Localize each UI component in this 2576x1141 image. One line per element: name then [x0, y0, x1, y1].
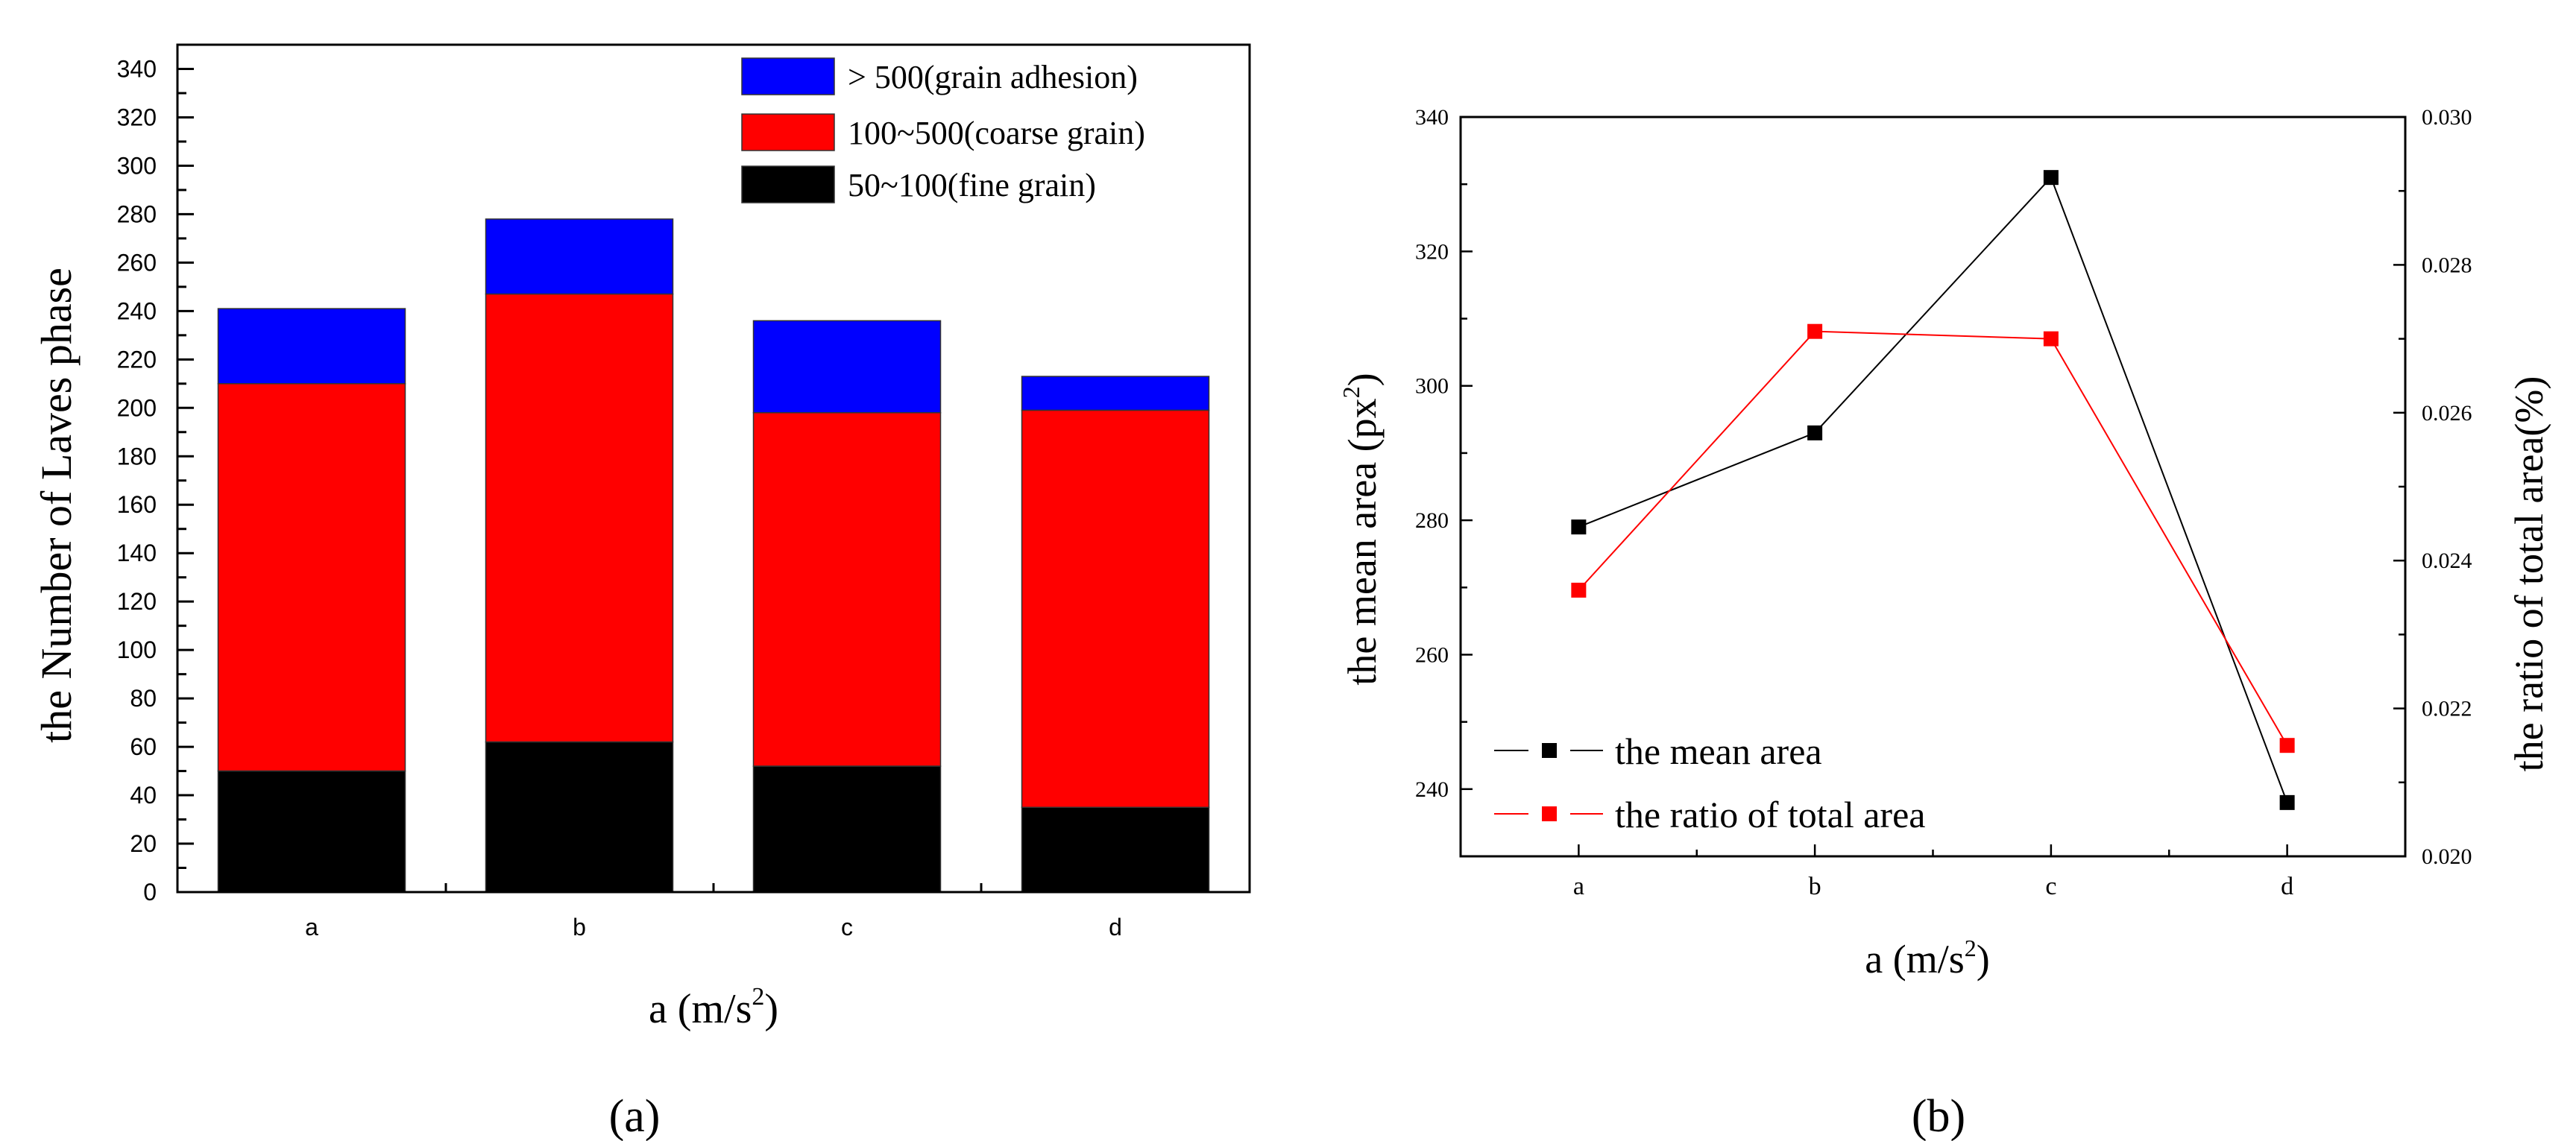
y-tick-label: 280	[1415, 508, 1449, 533]
x-tick-label: d	[1109, 914, 1122, 941]
x-axis-label-end: )	[1977, 937, 1990, 982]
bar-segment	[217, 308, 406, 385]
data-point	[1807, 425, 1823, 440]
y-tick-label: 240	[1415, 777, 1449, 802]
x-axis-label-end: )	[764, 986, 778, 1032]
y-tick-label: 100	[117, 636, 157, 663]
y-tick-label: 320	[1415, 239, 1449, 264]
y-tick-label: 220	[117, 346, 157, 373]
chart-b-line: 240 260 280 300 320 340 0.020 0.022 0.024 0.026 0.…	[1338, 105, 2551, 1141]
legend-label: 50~100(fine grain)	[848, 167, 1096, 203]
y2-tick-label: 0.026	[2422, 401, 2472, 426]
legend: > 500(grain adhesion) 100~500(coarse grai…	[741, 57, 1145, 203]
y-tick-label: 260	[117, 249, 157, 276]
x-tick-label: b	[1809, 873, 1821, 900]
y2-axis-label: the ratio of total area(%)	[2507, 376, 2551, 772]
x-axis-label-sup: 2	[1965, 935, 1977, 961]
bar-segment	[217, 383, 406, 772]
y-tick-label: 140	[117, 540, 157, 566]
y2-tick-label: 0.028	[2422, 253, 2472, 277]
legend-label: the mean area	[1615, 730, 1822, 772]
bar-segment	[1021, 409, 1210, 809]
plot-frame	[1459, 116, 2407, 858]
data-point	[2043, 170, 2059, 186]
x-axis-label: a (m/s2)	[1865, 935, 1989, 982]
bar-segment	[752, 765, 942, 893]
y-tick-label: 80	[130, 685, 157, 712]
y-tick-label: 280	[117, 200, 157, 227]
x-axis-label: a (m/s2)	[649, 983, 778, 1032]
data-point	[2279, 738, 2295, 753]
x-axis-label-text: a (m/s	[649, 986, 752, 1032]
y-axis-label-text: the mean area (px	[1340, 398, 1385, 685]
y-axis-label: the Number of Laves phase	[32, 268, 81, 743]
y-tick-label: 60	[130, 733, 157, 760]
y-tick-label: 120	[117, 588, 157, 615]
panel-label: (b)	[1912, 1091, 1965, 1141]
data-point	[2043, 331, 2059, 347]
chart-a-bar: 0 20 40 60 80 100 120 140 160 180 200 220 240 260 280 3…	[32, 43, 1251, 1141]
x-axis-label-text: a (m/s	[1865, 937, 1964, 982]
bar-segment	[485, 218, 674, 295]
x-tick-label: b	[573, 914, 586, 941]
bar-segment	[485, 741, 674, 893]
bar-segment	[1021, 376, 1210, 411]
legend-swatch	[741, 113, 835, 151]
y-tick-label: 300	[1415, 374, 1449, 399]
legend-swatch	[741, 165, 835, 203]
y-tick-label: 180	[117, 443, 157, 470]
legend-marker	[1542, 743, 1557, 758]
y2-tick-label: 0.030	[2422, 105, 2472, 130]
y2-tick-label: 0.024	[2422, 549, 2472, 573]
legend-label: 100~500(coarse grain)	[848, 115, 1145, 151]
y-tick-label: 240	[117, 297, 157, 324]
y-axis-label: the mean area (px2)	[1338, 373, 1385, 685]
legend-label: the ratio of total area	[1615, 794, 1925, 835]
series-line	[1578, 330, 2288, 746]
x-tick-label: a	[1573, 873, 1584, 900]
y-tick-label: 320	[117, 104, 157, 130]
y-tick-label: 40	[130, 782, 157, 809]
y-tick-label: 340	[1415, 105, 1449, 130]
data-point	[1571, 582, 1587, 598]
panel-label: (a)	[609, 1091, 661, 1141]
y-tick-label: 300	[117, 152, 157, 179]
y-tick-label: 200	[117, 394, 157, 421]
y-axis-label-sup: 2	[1338, 386, 1364, 398]
x-axis-label-sup: 2	[752, 983, 764, 1011]
data-point	[1571, 519, 1587, 535]
bar-segment	[217, 770, 406, 893]
y-tick-label: 0	[143, 879, 157, 905]
y-tick-label: 20	[130, 830, 157, 857]
y-tick-label: 160	[117, 491, 157, 518]
x-tick-label: c	[2045, 873, 2056, 900]
series-line	[1578, 176, 2288, 803]
data-point	[1807, 323, 1823, 339]
y2-tick-label: 0.020	[2422, 844, 2472, 869]
legend: the mean area the ratio of total area	[1494, 730, 1925, 835]
bar-segment	[752, 320, 942, 414]
bar-segment	[485, 293, 674, 743]
x-tick-label: a	[305, 914, 318, 941]
data-point	[2279, 794, 2295, 810]
legend-label: > 500(grain adhesion)	[848, 59, 1138, 95]
y-axis-label-end: )	[1340, 373, 1385, 386]
bar-segment	[752, 412, 942, 767]
y2-tick-label: 0.022	[2422, 697, 2472, 721]
x-tick-label: c	[841, 914, 853, 941]
y-tick-label: 340	[117, 55, 157, 82]
legend-marker	[1542, 806, 1557, 821]
bar-segment	[1021, 806, 1210, 893]
legend-swatch	[741, 57, 835, 95]
x-tick-label: d	[2281, 873, 2293, 900]
y-tick-label: 260	[1415, 642, 1449, 667]
